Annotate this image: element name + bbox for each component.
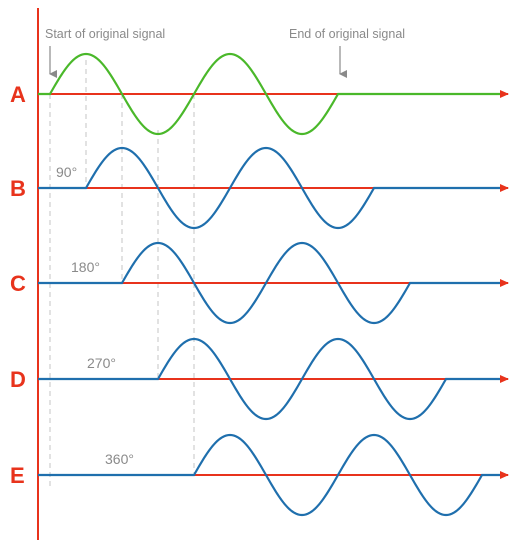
phase-shifted-wave (38, 337, 500, 421)
row-letter: C (10, 271, 26, 296)
row-letter: A (10, 82, 26, 107)
phase-shift-label: 90° (56, 164, 77, 180)
row-b: B 90° (10, 146, 509, 230)
row-d: D 270° (10, 337, 509, 421)
phase-shift-label: 270° (87, 355, 116, 371)
phase-shifted-wave (38, 433, 500, 517)
row-letter: D (10, 367, 26, 392)
row-e: E 360° (10, 433, 509, 517)
start-of-signal-label: Start of original signal (45, 27, 165, 41)
row-letter: E (10, 463, 25, 488)
end-of-signal-label: End of original signal (289, 27, 405, 41)
phase-shifted-wave (38, 146, 500, 230)
row-letter: B (10, 176, 26, 201)
phase-shifted-wave (38, 241, 500, 325)
original-signal-wave (38, 52, 500, 136)
phase-shift-label: 360° (105, 451, 134, 467)
phase-guide-lines (49, 60, 195, 490)
row-a: A (10, 52, 509, 136)
phase-shift-label: 180° (71, 259, 100, 275)
row-c: C 180° (10, 241, 509, 325)
